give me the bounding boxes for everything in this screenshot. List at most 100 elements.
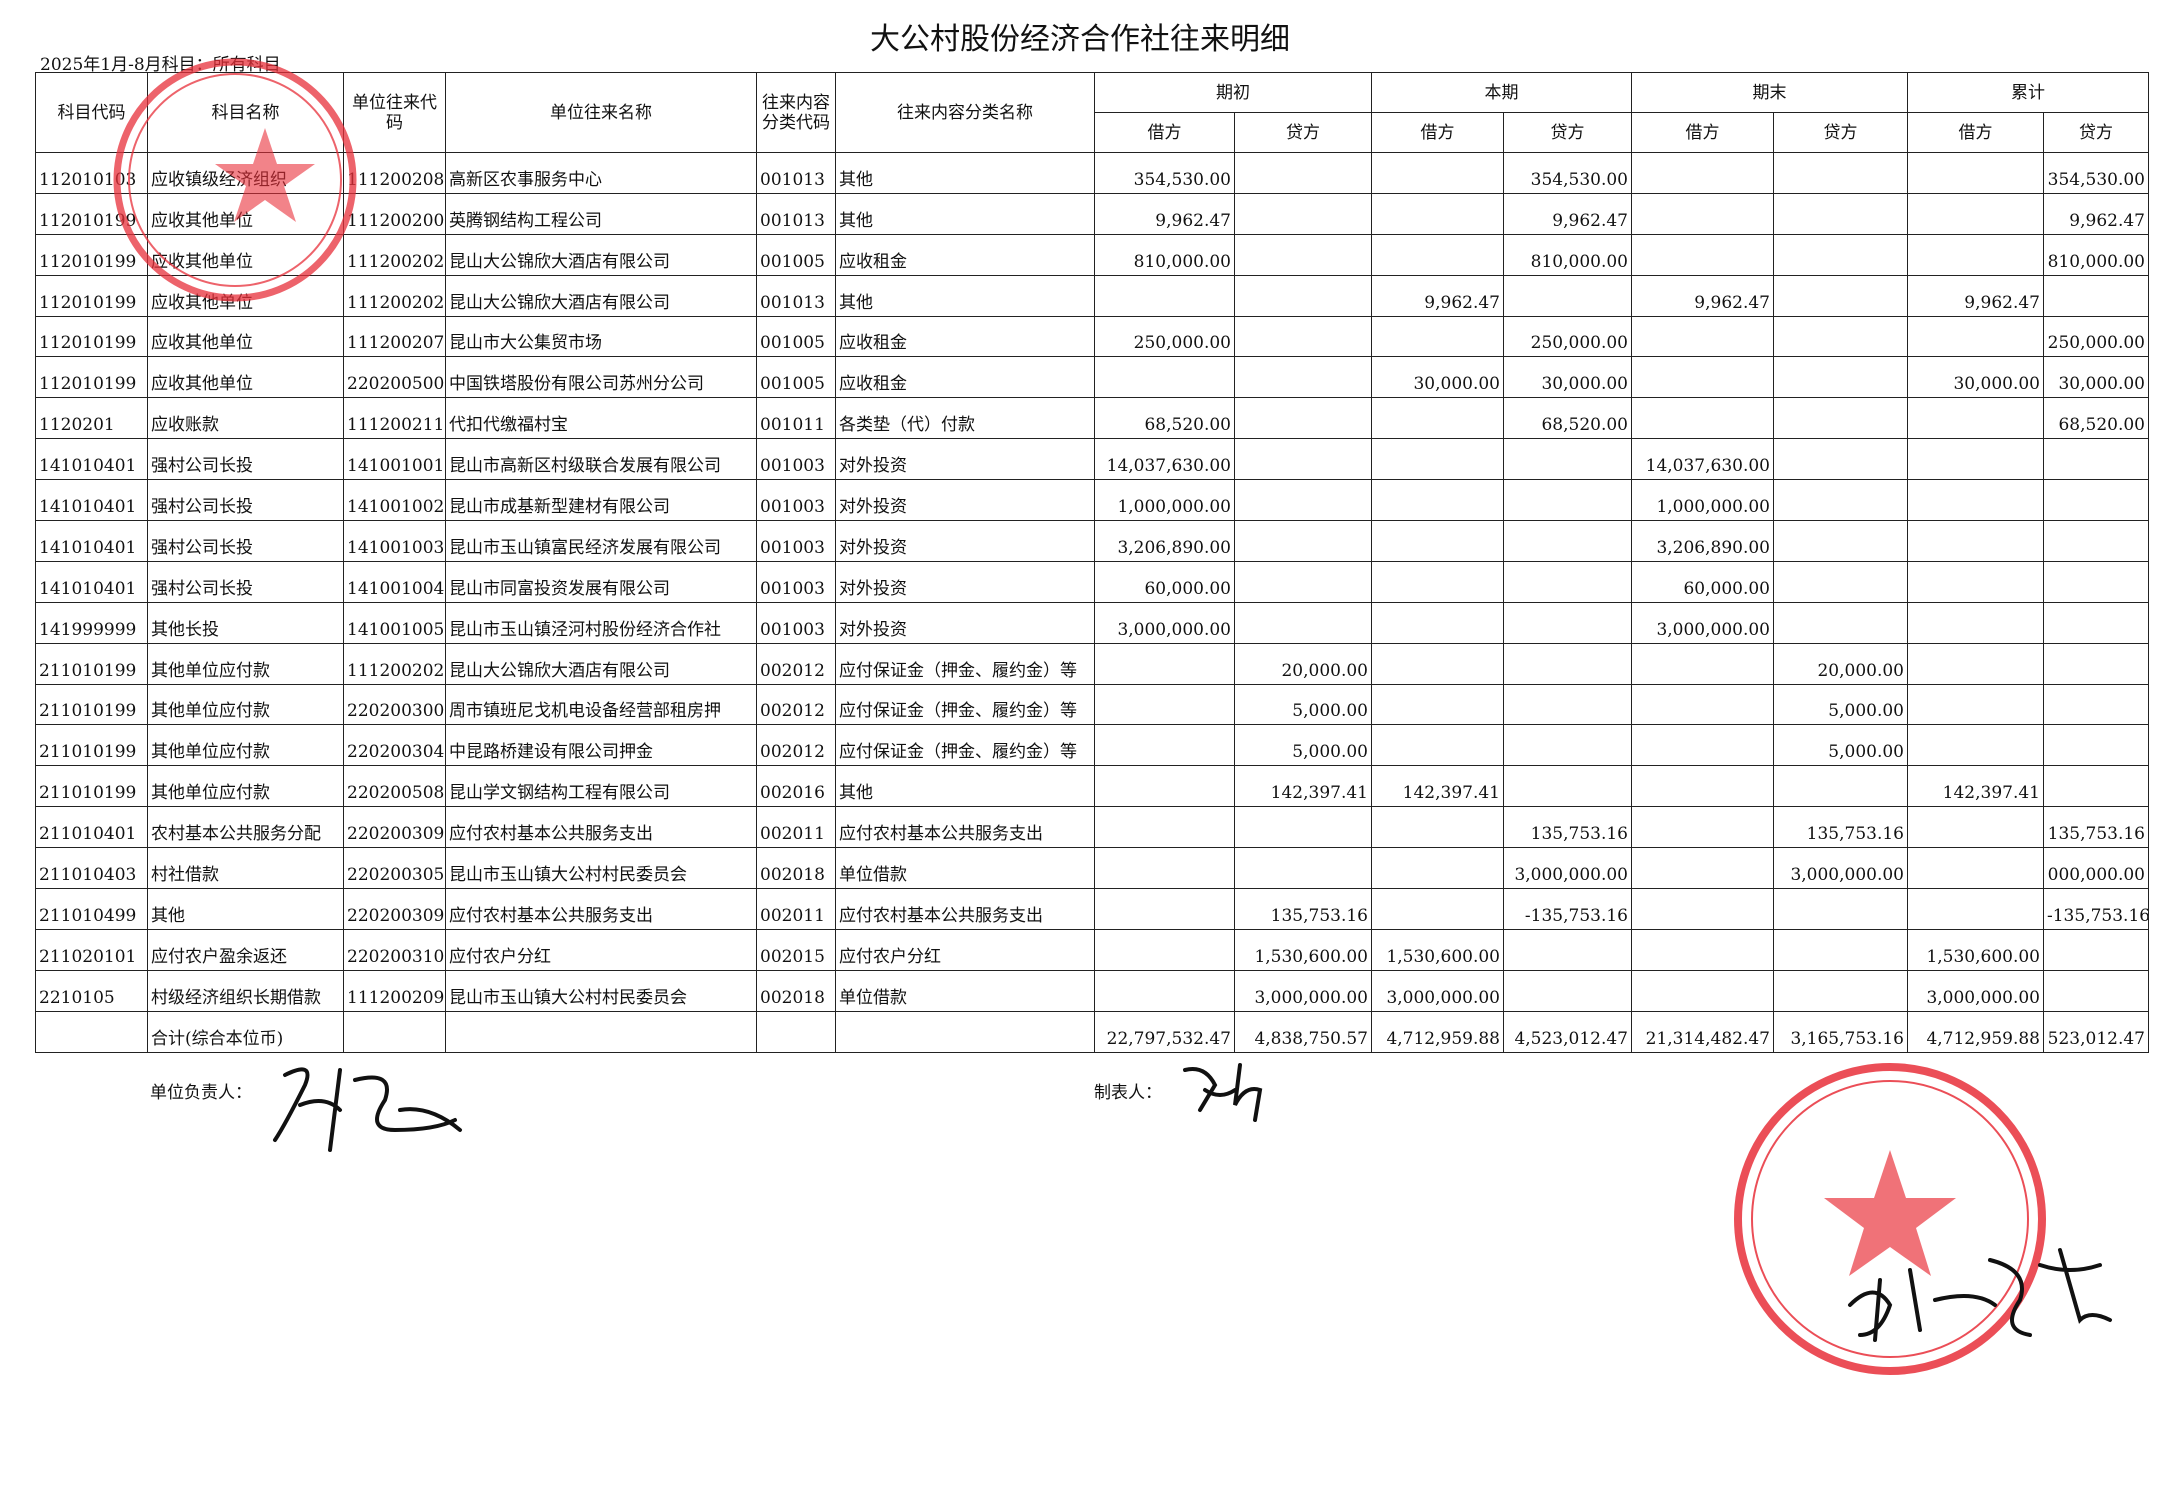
- table-cell: 141010401: [35, 520, 148, 562]
- table-row: 112010103 应收镇级经济组织 111200208 高新区农事服务中心 00101…: [35, 152, 2149, 194]
- sub-header: 借方: [1094, 112, 1235, 153]
- table-cell: 000,000.00: [2043, 847, 2149, 890]
- table-cell: 应收租金: [835, 233, 1095, 276]
- table-cell: [1773, 928, 1908, 971]
- table-cell: 211020101: [35, 928, 148, 971]
- table-cell: 村级经济组织长期借款: [147, 969, 344, 1012]
- table-cell: 其他: [835, 765, 1095, 808]
- table-cell: 001013: [756, 192, 836, 235]
- table-cell: 211010199: [35, 765, 148, 808]
- table-cell: [2043, 601, 2149, 644]
- table-cell: [1907, 642, 2044, 685]
- table-cell: [2043, 642, 2149, 685]
- table-cell: 应付农户盈余返还: [147, 928, 344, 971]
- table-cell: 对外投资: [835, 520, 1095, 562]
- table-cell: 强村公司长投: [147, 560, 344, 603]
- table-cell: [1503, 274, 1632, 317]
- table-cell: 112010199: [35, 274, 148, 317]
- table-cell: 002012: [756, 724, 836, 767]
- table-cell: 141010401: [35, 438, 148, 481]
- table-cell: [2043, 724, 2149, 767]
- sub-header: 贷方: [2043, 112, 2149, 153]
- table-cell: [1503, 601, 1632, 644]
- table-cell: 141010401: [35, 560, 148, 603]
- table-cell: [1773, 520, 1908, 562]
- table-cell: 应付农村基本公共服务支出: [445, 888, 757, 930]
- table-cell: [1773, 397, 1908, 440]
- table-cell: 代扣代缴福村宝: [445, 397, 757, 440]
- table-cell: [1773, 356, 1908, 399]
- table-cell: 60,000.00: [1631, 560, 1774, 603]
- table-cell: [1907, 152, 2044, 194]
- table-cell: [1371, 520, 1504, 562]
- table-cell: 112010199: [35, 233, 148, 276]
- table-cell: 354,530.00: [2043, 152, 2149, 194]
- table-row: 141010401 强村公司长投 141001003 昆山市玉山镇富民经济发展有限公司…: [35, 520, 2149, 562]
- column-header: 科目代码: [35, 72, 148, 153]
- table-cell: 周市镇班尼戈机电设备经营部租房押: [445, 683, 757, 726]
- table-row: 211010199 其他单位应付款 220200508 昆山学文钢结构工程有限公司 00…: [35, 765, 2149, 808]
- table-cell: 4,838,750.57: [1234, 1010, 1372, 1053]
- table-cell: 211010403: [35, 847, 148, 890]
- table-cell: [1503, 642, 1632, 685]
- table-cell: 1,000,000.00: [1094, 479, 1235, 522]
- table-cell: 对外投资: [835, 479, 1095, 522]
- table-cell: 应收其他单位: [147, 315, 344, 358]
- table-cell: [1907, 847, 2044, 890]
- table-cell: [1094, 806, 1235, 849]
- table-cell: [1371, 192, 1504, 235]
- table-cell: 001005: [756, 356, 836, 399]
- table-cell: 其他: [835, 192, 1095, 235]
- table-cell: [2043, 560, 2149, 603]
- leader-label: 单位负责人：: [150, 1083, 252, 1103]
- table-cell: [1503, 724, 1632, 767]
- table-cell: [1907, 192, 2044, 235]
- table-cell: 3,206,890.00: [1094, 520, 1235, 562]
- table-cell: 810,000.00: [2043, 233, 2149, 276]
- ledger-table: 科目代码 科目名称 单位往来代码 单位往来名称 往来内容分类代码 往来内容分类名称 期初 本期…: [35, 72, 2149, 1053]
- table-cell: [1773, 152, 1908, 194]
- table-cell: 001003: [756, 601, 836, 644]
- table-cell: 昆山市玉山镇大公村村民委员会: [445, 847, 757, 890]
- table-cell: 5,000.00: [1234, 683, 1372, 726]
- table-cell: [1631, 724, 1774, 767]
- table-cell: [1094, 969, 1235, 1012]
- table-cell: 其他: [147, 888, 344, 930]
- table-cell: 1,530,600.00: [1371, 928, 1504, 971]
- table-cell: [2043, 969, 2149, 1012]
- table-cell: 112010103: [35, 152, 148, 194]
- table-cell: 村社借款: [147, 847, 344, 890]
- table-cell: 142,397.41: [1234, 765, 1372, 808]
- table-cell: 001003: [756, 520, 836, 562]
- table-cell: 142,397.41: [1371, 765, 1504, 808]
- table-cell: 001013: [756, 152, 836, 194]
- table-cell: [1773, 969, 1908, 1012]
- table-cell: [2043, 928, 2149, 971]
- table-cell: 高新区农事服务中心: [445, 152, 757, 194]
- table-cell: [1371, 642, 1504, 685]
- table-cell: 9,962.47: [2043, 192, 2149, 235]
- table-cell: [1631, 969, 1774, 1012]
- table-cell: 111200207: [343, 315, 446, 358]
- table-cell: 2210105: [35, 969, 148, 1012]
- table-cell: [1907, 601, 2044, 644]
- table-cell: 001003: [756, 438, 836, 481]
- table-cell: 002011: [756, 806, 836, 849]
- table-cell: [1371, 683, 1504, 726]
- table-cell: 1,530,600.00: [1234, 928, 1372, 971]
- table-cell: 001011: [756, 397, 836, 440]
- header-row: 科目代码 科目名称 单位往来代码 单位往来名称 往来内容分类代码 往来内容分类名称 期初 本期…: [35, 72, 2149, 153]
- table-cell: 9,962.47: [1094, 192, 1235, 235]
- table-cell: [1907, 683, 2044, 726]
- table-cell: 68,520.00: [1503, 397, 1632, 440]
- table-cell: 002018: [756, 847, 836, 890]
- table-cell: 141010401: [35, 479, 148, 522]
- table-body: 112010103 应收镇级经济组织 111200208 高新区农事服务中心 00101…: [35, 152, 2149, 1053]
- sub-header: 借方: [1371, 112, 1504, 153]
- table-row: 211010403 村社借款 220200305 昆山市玉山镇大公村村民委员会 0020…: [35, 847, 2149, 890]
- table-cell: [1234, 479, 1372, 522]
- table-row: 141010401 强村公司长投 141001002 昆山市成基新型建材有限公司 001…: [35, 479, 2149, 522]
- table-cell: 354,530.00: [1094, 152, 1235, 194]
- table-cell: 135,753.16: [1503, 806, 1632, 849]
- table-cell: 135,753.16: [1773, 806, 1908, 849]
